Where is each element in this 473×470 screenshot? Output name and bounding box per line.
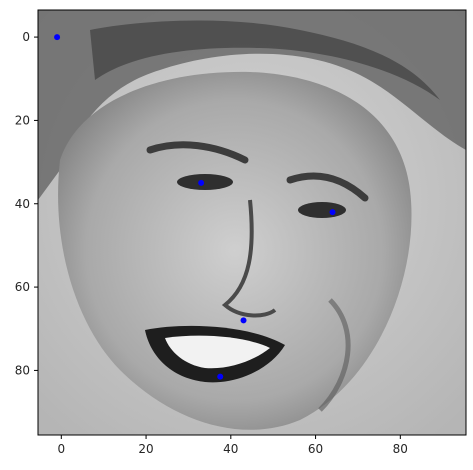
- scatter-point: [54, 34, 61, 41]
- scatter-point: [329, 209, 336, 216]
- plot-frame: [37, 9, 467, 436]
- y-tick-label: 60: [15, 280, 30, 294]
- scatter-point: [240, 317, 247, 324]
- x-tick-label: 20: [138, 442, 153, 456]
- scatter-series: [54, 34, 336, 380]
- x-tick-label: 40: [223, 442, 238, 456]
- x-tick-label: 80: [393, 442, 408, 456]
- y-tick-label: 80: [15, 363, 30, 377]
- y-tick-label: 20: [15, 113, 30, 127]
- x-tick-label: 60: [308, 442, 323, 456]
- x-tick-label: 0: [57, 442, 65, 456]
- x-axis-ticks: 0 20 40 60 80: [57, 435, 408, 456]
- scatter-point: [217, 373, 224, 380]
- background-face-image: [38, 10, 466, 435]
- scatter-point: [198, 179, 205, 186]
- y-tick-label: 0: [22, 30, 30, 44]
- y-axis-ticks: 0 20 40 60 80: [15, 30, 38, 377]
- y-tick-label: 40: [15, 197, 30, 211]
